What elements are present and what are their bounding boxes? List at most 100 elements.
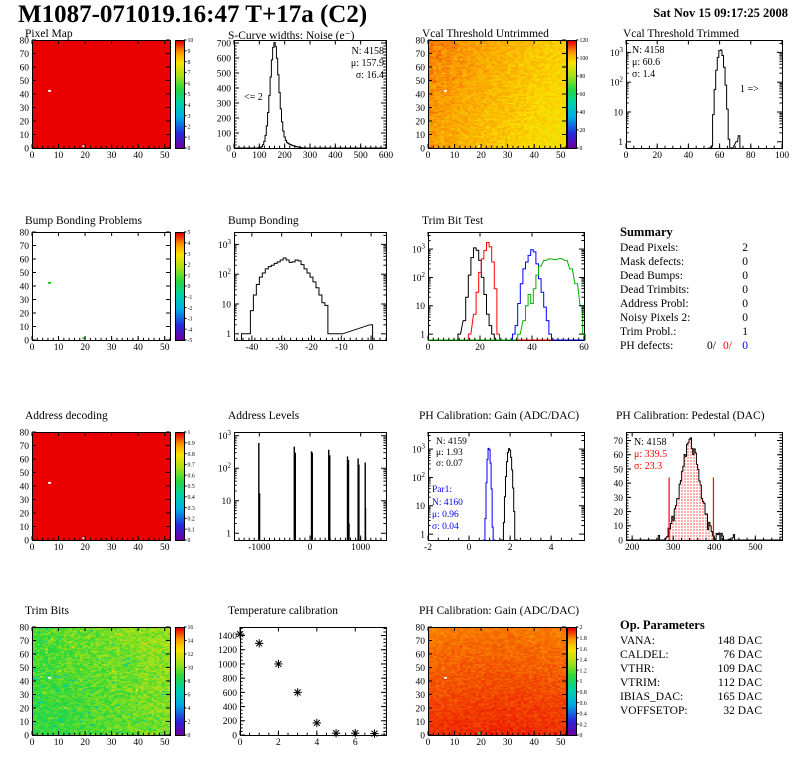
- summary-row-label: Noisy Pixels 2:: [620, 312, 690, 324]
- ph-defects-value: 0/: [712, 340, 732, 352]
- plot-canvas: 0 10 20 30 40 5001020304050607080024681012141…: [20, 623, 194, 745]
- svg-text:40: 40: [133, 151, 143, 161]
- svg-text:0: 0: [30, 151, 35, 161]
- summary-row: Dead Trimbits: 0: [620, 284, 796, 298]
- op-parameter-row: VTHR: 109 DAC: [620, 663, 796, 677]
- summary-row-label: Dead Bumps:: [620, 270, 683, 282]
- svg-text:500: 500: [354, 151, 369, 161]
- ph-pedestal-plot: 200 300 400 500 0 10 20 30 40 50 60 70 N: 4158 μ: 339…: [594, 400, 796, 550]
- panel-title: Bump Bonding: [228, 215, 299, 227]
- op-parameter-row: VANA: 148 DAC: [620, 635, 796, 649]
- svg-text:600: 600: [379, 151, 394, 161]
- op-parameter-label: VTHR:: [620, 663, 655, 675]
- page-title: M1087-071019.16:47 T+17a (C2): [18, 1, 367, 29]
- op-parameter-label: VOFFSETOP:: [620, 705, 688, 717]
- op-parameter-row: VOFFSETOP: 32 DAC: [620, 705, 796, 719]
- svg-text:400: 400: [217, 84, 232, 94]
- vcal-trimmed-plot: 0 20 40 60 80 100 1 10 102 103 N: 4158 μ: 60.6 σ: 1.…: [594, 28, 796, 163]
- panel-trim-bits: Trim Bits 0 10 20 30 40 50 0 10 20 30 40 50 60 70 80 0 2…: [0, 595, 198, 745]
- summary-rows: Dead Pixels: 2 Mask defects: 0 Dead Bumps: 0 D…: [620, 242, 796, 354]
- svg-text:10: 10: [54, 151, 64, 161]
- summary-row-value: 1: [728, 326, 748, 338]
- summary-block: Summary Dead Pixels: 2 Mask defects: 0 Dead …: [620, 225, 796, 354]
- svg-text:60: 60: [20, 63, 30, 73]
- pixel-map-plot: 0 10 20 30 40 50 0 10 20 30 40 50 60 70 80 0 1 2 3 4 5 6 7 8 9 10: [0, 28, 198, 163]
- svg-text:<= 2: <= 2: [244, 92, 263, 103]
- ph-gain-map-plot: 0 10 20 30 40 50 0 10 20 30 40 50 60 70 80 0 0.2 0.4 0.6 0.…: [396, 595, 594, 745]
- summary-row: Dead Bumps: 0: [620, 270, 796, 284]
- svg-text:9: 9: [188, 49, 191, 55]
- svg-text:700: 700: [217, 39, 232, 49]
- summary-row-value: 0: [728, 270, 748, 282]
- svg-text:300: 300: [303, 151, 318, 161]
- trim-bit-test-plot: 0 20 40 60 1 10 102 103: [396, 210, 594, 355]
- svg-text:10: 10: [20, 131, 30, 141]
- panel-title: Trim Bits: [25, 605, 69, 617]
- svg-text:3: 3: [188, 114, 191, 120]
- panel-title: Trim Bit Test: [422, 215, 483, 227]
- op-parameter-label: VANA:: [620, 635, 655, 647]
- svg-text:500: 500: [217, 69, 232, 79]
- svg-text:40: 40: [20, 90, 30, 100]
- summary-row: Mask defects: 0: [620, 256, 796, 270]
- panel-title: Bump Bonding Problems: [25, 215, 142, 227]
- summary-row-label: Trim Probl.:: [620, 326, 676, 338]
- op-parameter-row: CALDEL: 76 DAC: [620, 649, 796, 663]
- panel-title: Pixel Map: [25, 28, 73, 40]
- summary-row: Noisy Pixels 2: 0: [620, 312, 796, 326]
- panel-title: Address Levels: [228, 410, 299, 422]
- plot-canvas: 0 10 20 30 40 5001020304050607080-5-4-3-2-101…: [20, 228, 193, 353]
- panel-title: Address decoding: [25, 410, 108, 422]
- svg-text:30: 30: [107, 151, 117, 161]
- scurve-plot: 0 100 200 300 400 500 600 0 100 200 300 400 500 600 70…: [198, 28, 396, 163]
- svg-text:2: 2: [188, 125, 191, 131]
- svg-text:8: 8: [188, 60, 191, 66]
- panel-title: PH Calibration: Gain (ADC/DAC): [419, 410, 579, 422]
- plot-canvas: 0 100 200 300 400 500 600 0 100 200 300 400 500 600 70…: [217, 39, 394, 161]
- panel-title: Vcal Threshold Trimmed: [623, 28, 739, 40]
- ph-gain-hist-plot: -2 0 2 4 1 10 102 103 N: 4159 μ: 1.93 σ: 0.07 Par1:…: [396, 400, 594, 550]
- svg-text:30: 30: [20, 104, 30, 114]
- bump-bonding-plot: -40 -30 -20 -10 0 1 10 102 103: [198, 210, 396, 355]
- panel-title: Vcal Threshold Untrimmed: [422, 28, 549, 40]
- panel-title: PH Calibration: Gain (ADC/DAC): [419, 605, 579, 617]
- svg-text:200: 200: [217, 114, 232, 124]
- op-parameter-value: 32 DAC: [698, 705, 762, 717]
- svg-text:μ: 157.9: μ: 157.9: [351, 58, 384, 69]
- summary-row-value: 0: [728, 298, 748, 310]
- svg-text:10: 10: [188, 38, 194, 44]
- op-parameter-rows: VANA: 148 DAC CALDEL: 76 DAC VTHR: 109 DAC VTR…: [620, 635, 796, 719]
- svg-text:20: 20: [20, 117, 30, 127]
- svg-text:0: 0: [188, 146, 191, 152]
- svg-text:70: 70: [20, 50, 30, 60]
- op-parameter-value: 112 DAC: [698, 677, 762, 689]
- panel-title: S-Curve widths: Noise (e⁻): [228, 28, 354, 42]
- summary-row-label: Dead Pixels:: [620, 242, 678, 254]
- ph-defects-value: 0: [728, 340, 748, 352]
- panel-vcal-trimmed: Vcal Threshold Trimmed 0 20 40 60 80 100 1 10 10…: [594, 28, 796, 163]
- temperature-plot: 0 2 4 6 0 200 400 600 800 1000 1200 1400: [198, 595, 396, 745]
- summary-row: Address Probl: 0: [620, 298, 796, 312]
- summary-row-label: Dead Trimbits:: [620, 284, 689, 296]
- summary-row-value: 0: [728, 256, 748, 268]
- op-parameters-block: Op. Parameters VANA: 148 DAC CALDEL: 76 DAC…: [620, 618, 796, 719]
- op-parameter-row: IBIAS_DAC: 165 DAC: [620, 691, 796, 705]
- op-parameters-heading: Op. Parameters: [620, 618, 796, 633]
- op-parameter-value: 148 DAC: [698, 635, 762, 647]
- panel-title: Temperature calibration: [228, 605, 338, 617]
- summary-row-label: Mask defects:: [620, 256, 684, 268]
- panel-scurve-noise: S-Curve widths: Noise (e⁻) 0 100 200 300 400…: [198, 28, 396, 163]
- plot-canvas: 0 10 20 30 40 5001020304050607080020406080100…: [416, 36, 589, 161]
- panel-vcal-untrimmed: Vcal Threshold Untrimmed 0 10 20 30 40 50 0 10 2…: [396, 28, 594, 163]
- panel-ph-pedestal: PH Calibration: Pedestal (DAC) 200 300 400…: [594, 400, 796, 550]
- summary-heading: Summary: [620, 225, 796, 240]
- svg-text:20: 20: [80, 151, 90, 161]
- plot-canvas: 0 10 20 30 40 500102030405060708000.10.20.30.…: [20, 428, 195, 550]
